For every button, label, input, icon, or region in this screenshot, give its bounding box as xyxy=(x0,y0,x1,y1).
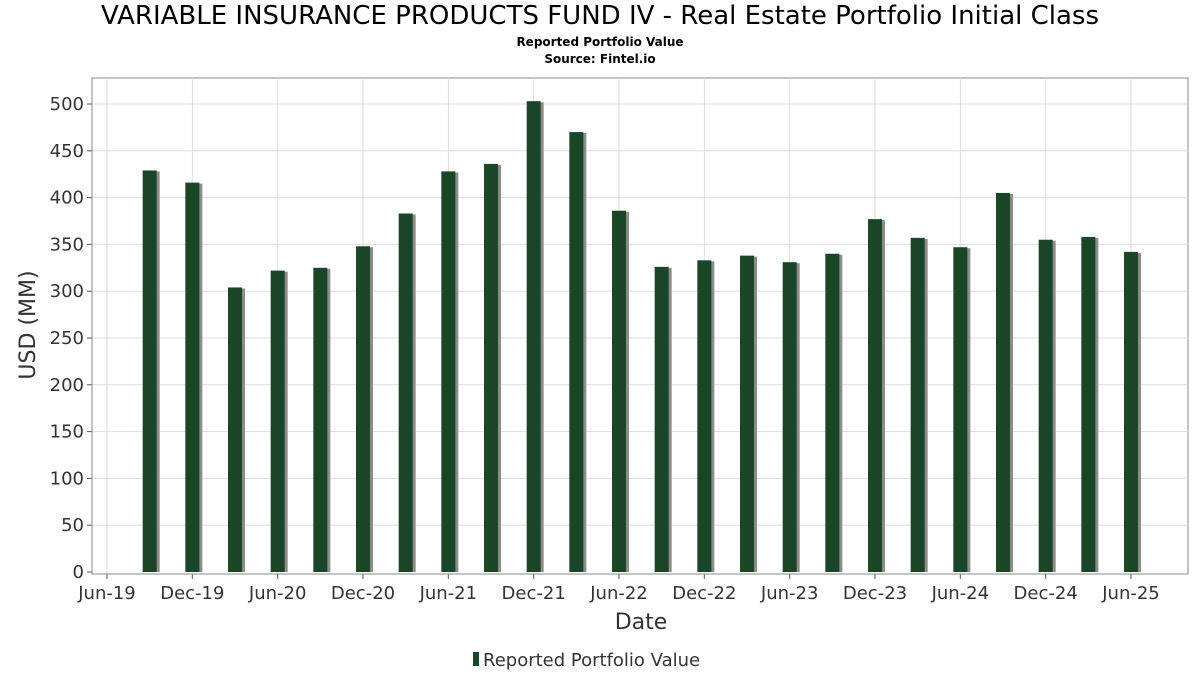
bar xyxy=(1038,239,1053,572)
bar xyxy=(526,101,541,572)
bar xyxy=(910,237,925,572)
y-tick-label: 450 xyxy=(50,141,84,162)
chart-source: Source: Fintel.io xyxy=(544,52,656,66)
bar xyxy=(1124,251,1138,572)
x-tick-label: Dec-22 xyxy=(672,583,736,604)
chart-title: VARIABLE INSURANCE PRODUCTS FUND IV - Re… xyxy=(100,1,1100,31)
x-tick-label: Jun-23 xyxy=(760,583,819,604)
bar xyxy=(868,219,882,573)
bar xyxy=(185,182,200,572)
x-tick-label: Jun-24 xyxy=(931,583,990,604)
x-axis-title: Date xyxy=(615,610,668,635)
bar xyxy=(1081,236,1096,573)
bar xyxy=(270,270,285,572)
x-tick-label: Jun-25 xyxy=(1101,583,1160,604)
bar xyxy=(569,132,584,572)
bar xyxy=(484,163,498,573)
x-tick-label: Jun-22 xyxy=(589,583,648,604)
chart-subtitle: Reported Portfolio Value xyxy=(516,35,684,49)
x-tick-label: Dec-21 xyxy=(502,583,566,604)
bar xyxy=(228,287,242,572)
legend-label: Reported Portfolio Value xyxy=(483,650,700,671)
x-tick-label: Dec-23 xyxy=(843,583,907,604)
bar xyxy=(654,266,669,572)
bar xyxy=(782,262,797,572)
bar xyxy=(441,171,456,572)
y-tick-label: 200 xyxy=(50,375,84,396)
bar xyxy=(142,170,157,572)
x-tick-label: Dec-19 xyxy=(160,583,224,604)
bar xyxy=(953,247,968,572)
y-tick-label: 0 xyxy=(73,562,84,583)
bar xyxy=(740,255,754,572)
bar xyxy=(356,246,370,572)
bar xyxy=(996,192,1010,573)
y-tick-label: 250 xyxy=(50,328,84,349)
x-tick-label: Dec-24 xyxy=(1014,583,1078,604)
y-tick-label: 300 xyxy=(50,281,84,302)
y-axis-title: USD (MM) xyxy=(16,270,41,379)
x-tick-label: Jun-19 xyxy=(77,583,136,604)
bar xyxy=(612,210,626,573)
x-tick-label: Jun-21 xyxy=(419,583,478,604)
y-tick-label: 350 xyxy=(50,234,84,255)
x-tick-label: Jun-20 xyxy=(248,583,307,604)
y-tick-label: 400 xyxy=(50,188,84,209)
bar xyxy=(313,267,328,572)
bar xyxy=(825,253,840,572)
y-tick-label: 500 xyxy=(50,94,84,115)
x-tick-label: Dec-20 xyxy=(331,583,395,604)
y-tick-label: 150 xyxy=(50,422,84,443)
y-tick-label: 100 xyxy=(50,468,84,489)
bar xyxy=(398,213,413,572)
legend-swatch xyxy=(473,652,479,666)
plot-area xyxy=(91,77,1189,575)
y-tick-label: 50 xyxy=(61,515,84,536)
bar xyxy=(697,260,712,572)
